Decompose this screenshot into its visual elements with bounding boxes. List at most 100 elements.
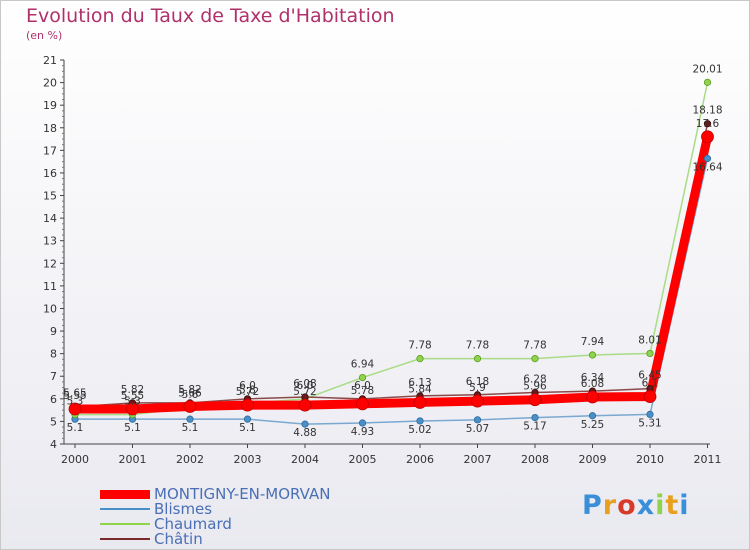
series-line-chaumard bbox=[74, 81, 709, 416]
data-point-chaumard bbox=[646, 349, 654, 358]
data-point-montigny bbox=[586, 390, 599, 404]
data-point-chaumard bbox=[358, 373, 367, 382]
data-label-chaumard: 6.94 bbox=[351, 359, 375, 371]
legend-label-chatin: Châtin bbox=[154, 530, 203, 548]
logo-letter: x bbox=[636, 490, 656, 521]
data-label-montigny: 17.6 bbox=[696, 118, 720, 130]
y-tick-label: 18 bbox=[43, 122, 57, 135]
series-line-montigny bbox=[70, 132, 712, 414]
data-label-chaumard: 7.78 bbox=[408, 340, 431, 352]
x-tick-label: 2010 bbox=[636, 453, 664, 466]
data-point-blismes bbox=[186, 415, 194, 423]
data-point-montigny bbox=[126, 402, 139, 416]
chart-subtitle: (en %) bbox=[26, 29, 63, 42]
data-point-montigny bbox=[68, 402, 82, 416]
data-label-blismes: 4.93 bbox=[351, 426, 374, 438]
y-tick-label: 8 bbox=[50, 348, 57, 361]
legend-label-chaumard: Chaumard bbox=[154, 515, 232, 533]
data-point-montigny bbox=[413, 396, 427, 409]
series-line-blismes bbox=[74, 157, 709, 425]
data-label-chaumard: 7.94 bbox=[581, 336, 605, 348]
data-label-blismes: 5.25 bbox=[581, 419, 604, 431]
data-label-chaumard: 20.01 bbox=[692, 63, 722, 75]
data-label-blismes: 5.17 bbox=[523, 421, 546, 433]
legend-swatch-blismes bbox=[100, 508, 150, 510]
data-point-blismes bbox=[646, 410, 654, 419]
y-tick-label: 7 bbox=[50, 370, 57, 383]
legend-item-blismes: Blismes bbox=[100, 500, 213, 518]
data-point-montigny bbox=[528, 393, 542, 407]
data-label-chatin: 6.13 bbox=[408, 377, 431, 389]
data-point-chaumard bbox=[531, 355, 539, 363]
y-tick-label: 16 bbox=[43, 167, 57, 180]
data-label-chaumard: 7.78 bbox=[523, 340, 546, 352]
data-label-montigny: 5.55 bbox=[121, 390, 144, 402]
logo-letter: P bbox=[582, 490, 603, 521]
data-label-montigny: 5.72 bbox=[236, 386, 259, 398]
data-label-chaumard: 5.3 bbox=[67, 396, 84, 408]
data-label-blismes: 5.1 bbox=[67, 422, 84, 434]
data-label-blismes: 5.1 bbox=[182, 422, 199, 434]
data-label-chaumard: 5.6 bbox=[182, 389, 199, 401]
data-point-blismes bbox=[588, 412, 597, 420]
legend-item-montigny: MONTIGNY-EN-MORVAN bbox=[100, 485, 331, 503]
proxiti-logo: Proxiti bbox=[582, 490, 690, 521]
legend-swatch-montigny bbox=[100, 489, 150, 499]
data-label-chatin: 5.82 bbox=[178, 384, 201, 396]
data-point-montigny bbox=[298, 398, 312, 412]
y-tick-label: 10 bbox=[43, 302, 57, 315]
legend-swatch-chatin bbox=[100, 538, 150, 540]
legend-label-blismes: Blismes bbox=[154, 500, 213, 518]
data-label-chatin: 6.45 bbox=[638, 370, 661, 382]
data-label-montigny: 5.66 bbox=[178, 388, 202, 400]
x-tick-label: 2004 bbox=[291, 453, 319, 466]
y-tick-label: 13 bbox=[43, 235, 57, 248]
y-tick-label: 15 bbox=[43, 190, 57, 203]
logo-letter: t bbox=[665, 490, 680, 521]
data-point-chatin bbox=[703, 120, 712, 128]
data-label-chatin: 6.0 bbox=[239, 380, 256, 392]
data-label-chatin: 6.0 bbox=[354, 380, 371, 392]
logo-letter: r bbox=[602, 490, 618, 521]
data-label-montigny: 5.72 bbox=[293, 386, 316, 398]
data-label-chatin: 6.28 bbox=[523, 373, 546, 385]
y-tick-label: 14 bbox=[43, 212, 57, 225]
legend-item-chaumard: Chaumard bbox=[100, 515, 232, 533]
x-tick-label: 2011 bbox=[694, 453, 722, 466]
y-tick-label: 6 bbox=[50, 393, 57, 406]
data-label-montigny: 5.84 bbox=[408, 383, 432, 395]
data-label-chaumard: 5.8 bbox=[239, 384, 256, 396]
data-label-blismes: 5.1 bbox=[239, 422, 256, 434]
data-label-blismes: 16.64 bbox=[692, 161, 722, 173]
data-point-montigny bbox=[241, 398, 254, 412]
legend-label-montigny: MONTIGNY-EN-MORVAN bbox=[154, 485, 331, 503]
x-tick-label: 2000 bbox=[61, 453, 89, 466]
data-label-blismes: 5.1 bbox=[124, 422, 141, 434]
data-label-montigny: 6.1 bbox=[642, 378, 659, 390]
data-point-chaumard bbox=[703, 78, 712, 86]
y-tick-label: 5 bbox=[50, 415, 57, 428]
data-label-blismes: 4.88 bbox=[293, 427, 316, 439]
data-point-chaumard bbox=[416, 355, 424, 363]
data-label-chatin: 5.65 bbox=[63, 388, 86, 400]
logo-letter: o bbox=[617, 490, 637, 521]
y-tick-label: 21 bbox=[43, 54, 57, 67]
y-tick-label: 20 bbox=[43, 77, 57, 90]
data-point-blismes bbox=[473, 416, 482, 424]
data-point-montigny bbox=[471, 394, 484, 408]
y-tick-label: 11 bbox=[43, 280, 57, 293]
data-point-chaumard bbox=[588, 351, 597, 359]
data-point-blismes bbox=[416, 417, 424, 425]
data-label-chaumard: 6.0 bbox=[297, 380, 314, 392]
x-tick-label: 2007 bbox=[464, 453, 492, 466]
logo-letter: i bbox=[655, 490, 666, 521]
data-label-blismes: 5.07 bbox=[466, 423, 489, 435]
data-point-blismes bbox=[301, 420, 309, 428]
data-point-chaumard bbox=[473, 355, 482, 363]
data-label-chatin: 6.08 bbox=[293, 378, 316, 390]
legend-item-chatin: Châtin bbox=[100, 530, 203, 548]
y-tick-label: 9 bbox=[50, 325, 57, 338]
data-label-chatin: 6.18 bbox=[466, 376, 489, 388]
data-point-montigny bbox=[643, 390, 657, 403]
